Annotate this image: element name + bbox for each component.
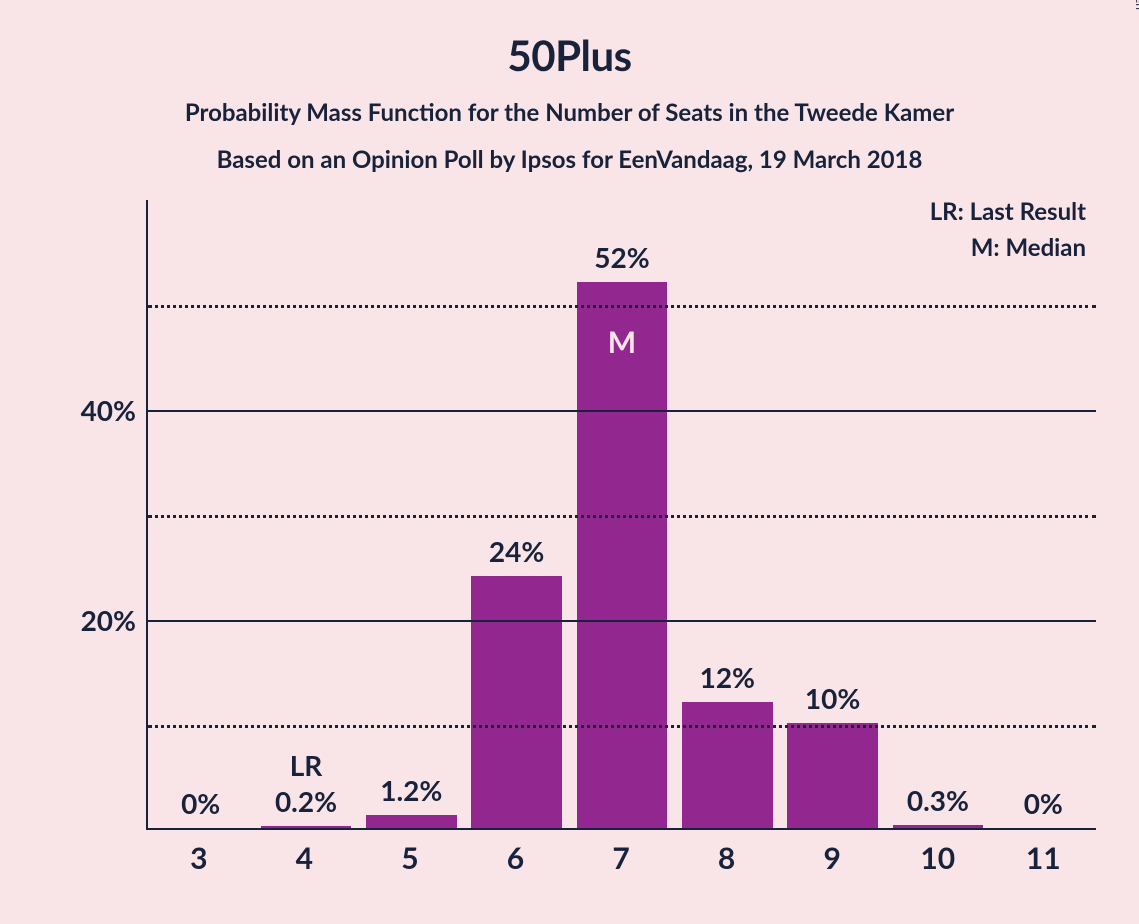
bar-slot: 0.3% — [885, 200, 990, 828]
x-tick-label: 3 — [146, 840, 252, 876]
gridline-major — [148, 410, 1096, 412]
copyright-credit: © 2020 Filip van Laenen — [1133, 0, 1139, 10]
bar-slot: 24% — [464, 200, 569, 828]
x-tick-label: 4 — [252, 840, 358, 876]
x-tick-label: 5 — [357, 840, 463, 876]
y-axis: 20% 40% — [50, 200, 146, 830]
x-tick-label: 9 — [779, 840, 885, 876]
gridline-minor — [148, 515, 1096, 518]
x-tick-label: 10 — [885, 840, 991, 876]
y-tick-label: 20% — [81, 603, 136, 637]
x-tick-label: 8 — [674, 840, 780, 876]
bar: 24% — [471, 576, 562, 828]
bar-slot: 0% — [991, 200, 1096, 828]
bar-slot: 0% — [148, 200, 253, 828]
gridline-minor — [148, 305, 1096, 308]
bar-value-label: 0% — [181, 786, 220, 820]
chart-title: 50Plus — [0, 0, 1139, 80]
bar: 1.2% — [366, 815, 457, 828]
y-tick-label: 40% — [81, 393, 136, 427]
x-tick-label: 7 — [568, 840, 674, 876]
plot-area: LR: Last Result M: Median 0%0.2%LR1.2%24… — [146, 200, 1096, 830]
chart-subtitle-1: Probability Mass Function for the Number… — [0, 98, 1139, 127]
bar: 10% — [787, 723, 878, 828]
bar-marker-lr: LR — [290, 748, 323, 782]
bar-marker-m: M — [608, 324, 636, 360]
x-tick-label: 6 — [463, 840, 569, 876]
chart-subtitle-2: Based on an Opinion Poll by Ipsos for Ee… — [0, 145, 1139, 174]
bar-slot: 52% M — [569, 200, 674, 828]
bar-value-label: 0.3% — [907, 783, 969, 817]
bar-value-label: 1.2% — [380, 773, 442, 807]
bar: 0.2%LR — [261, 826, 352, 828]
bar-value-label: 10% — [805, 681, 860, 715]
bar-slot: 0.2%LR — [253, 200, 358, 828]
bar: 52%M — [577, 282, 668, 828]
bar-slot: 1.2% — [359, 200, 464, 828]
gridline-major — [148, 620, 1096, 622]
gridline-minor — [148, 725, 1096, 728]
bar-value-label: 0% — [1024, 786, 1063, 820]
bars-group: 0%0.2%LR1.2%24%52%M12%10%0.3%0% — [148, 200, 1096, 828]
bar-value-label: 24% — [489, 534, 544, 568]
bar: 0.3% — [893, 825, 984, 828]
bar-value-label: 52% — [594, 240, 649, 274]
bar-slot: 12% — [675, 200, 780, 828]
bar-value-label: 0.2% — [275, 784, 337, 818]
x-axis-labels: 34567891011 — [146, 840, 1096, 876]
bar: 12% — [682, 702, 773, 828]
x-tick-label: 11 — [991, 840, 1097, 876]
bar-value-label: 12% — [700, 660, 755, 694]
bar-slot: 10% — [780, 200, 885, 828]
chart-container: 20%40% LR: Last Result M: Median 0%0.2%L… — [50, 200, 1110, 900]
